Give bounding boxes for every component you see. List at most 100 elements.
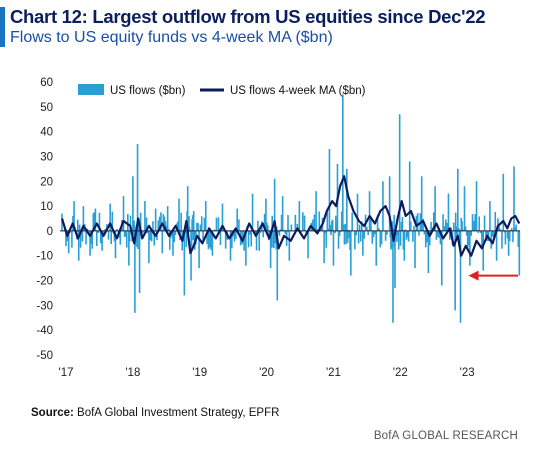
flow-bar [249, 230, 251, 235]
flow-bar [259, 230, 262, 233]
flow-bar [461, 221, 463, 231]
flow-bar [518, 230, 521, 276]
flow-bar [423, 230, 426, 235]
flow-bar [450, 227, 452, 231]
flow-bar [474, 214, 477, 231]
flow-bar [462, 229, 464, 231]
flow-bar [393, 215, 395, 231]
flow-bar [86, 228, 89, 231]
flow-bar [481, 230, 483, 248]
flow-bar [439, 230, 442, 245]
flow-bar [482, 230, 485, 271]
flow-bar [198, 230, 200, 269]
flow-bar [427, 230, 430, 274]
x-tick-label: '17 [59, 367, 74, 379]
flow-bar [104, 228, 107, 231]
flow-bar [213, 229, 216, 231]
flow-bar [502, 173, 505, 231]
flow-bar [204, 201, 207, 231]
flow-bar [185, 230, 188, 248]
flow-bar [494, 211, 497, 231]
flow-bar [257, 220, 259, 231]
flow-bar [303, 215, 306, 231]
flow-bar [110, 230, 113, 244]
flow-bar [495, 230, 498, 261]
flow-bar [236, 208, 238, 231]
flow-bar [148, 230, 150, 264]
flow-bar [340, 211, 343, 231]
flow-bar [284, 230, 287, 235]
flow-bar [101, 230, 103, 251]
flow-bar [416, 213, 419, 231]
flow-bar [144, 201, 146, 231]
flow-bar [367, 230, 370, 236]
flow-bar [330, 230, 332, 236]
flow-bar [471, 214, 474, 231]
flow-bar [136, 144, 139, 231]
flow-bar [192, 211, 195, 231]
flow-bar [107, 230, 110, 240]
flow-bar [266, 222, 268, 231]
flow-bar [271, 215, 274, 231]
flow-bar [342, 224, 345, 231]
flow-bar [463, 186, 466, 231]
flow-bar [332, 230, 335, 266]
flow-bar [147, 230, 149, 234]
flow-bar [89, 230, 91, 256]
flow-bar [376, 215, 379, 231]
flow-bar [207, 230, 210, 250]
flow-bar [208, 230, 211, 248]
flow-bar [114, 230, 117, 259]
flow-bar [128, 230, 130, 266]
flow-bar [241, 230, 244, 245]
flow-bar [344, 223, 347, 231]
flow-bar [157, 220, 160, 231]
flow-bar [180, 212, 182, 231]
flow-bar [467, 230, 470, 246]
flow-bar [436, 230, 439, 237]
flow-bar [370, 217, 372, 231]
flow-bar [278, 230, 281, 236]
flow-bar [275, 230, 278, 250]
ma-line [60, 175, 521, 257]
flow-bar [458, 228, 460, 231]
flow-bar [137, 230, 139, 249]
flow-bar [102, 230, 105, 235]
flow-bar [288, 230, 291, 261]
flow-bar [392, 230, 395, 233]
flow-bar [408, 161, 411, 231]
flow-bar [231, 230, 233, 249]
flow-bar [357, 230, 360, 244]
flow-bar [255, 230, 258, 251]
flow-bar [199, 224, 202, 231]
flow-bar [372, 230, 375, 238]
flow-bar [343, 230, 346, 245]
flow-bar [78, 224, 81, 231]
flow-bar [459, 230, 462, 323]
flow-bar [375, 230, 378, 266]
flow-bar [281, 196, 284, 231]
flow-bar [250, 230, 253, 247]
flow-bar [76, 219, 79, 231]
flow-bar [432, 212, 435, 231]
flow-bar [266, 225, 269, 231]
flow-bar [138, 230, 141, 293]
flow-bar [149, 230, 152, 241]
flow-bar [313, 214, 316, 231]
flow-bar [483, 215, 486, 231]
flow-bar [515, 224, 517, 231]
flow-bar [339, 230, 342, 233]
flow-bar [501, 230, 503, 249]
flow-bar [438, 230, 440, 239]
flow-bar [300, 230, 302, 233]
flow-bar [153, 230, 156, 246]
flow-bar [171, 230, 173, 237]
flow-bar [188, 227, 191, 231]
y-tick-label: 50 [40, 102, 53, 114]
flow-bar [245, 230, 247, 266]
flow-bar [85, 230, 87, 245]
y-tick-label: 40 [40, 127, 53, 139]
flow-bar [302, 212, 304, 231]
flow-bar [99, 230, 102, 244]
flow-bar [434, 186, 436, 231]
